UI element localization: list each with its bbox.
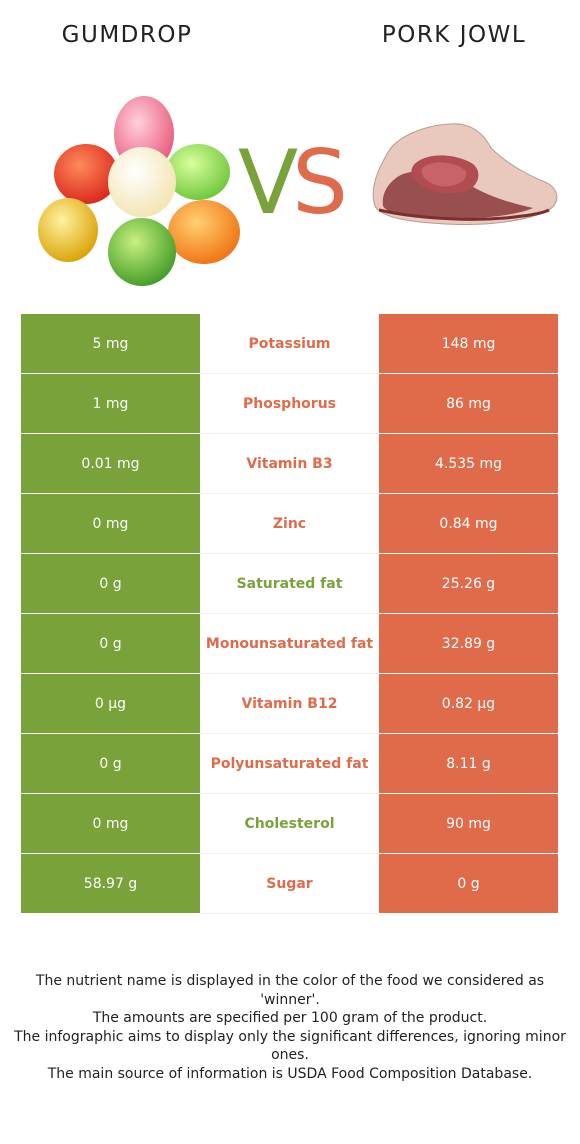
table-row: 5 mg Potassium 148 mg: [21, 314, 558, 374]
food-left-title: GUMDROP: [61, 22, 193, 48]
footer-line-2: The amounts are specified per 100 gram o…: [92, 1010, 488, 1026]
table-row: 58.97 g Sugar 0 g: [21, 854, 558, 914]
pork-jowl-image: [372, 123, 558, 225]
table-row: 0 mg Cholesterol 90 mg: [21, 794, 558, 854]
vs-label: VS: [225, 128, 355, 238]
right-food-value: 0 g: [379, 854, 558, 913]
right-food-value: 32.89 g: [379, 614, 558, 673]
nutrient-name: Cholesterol: [200, 794, 379, 853]
row-divider: [200, 733, 379, 734]
nutrient-name: Potassium: [200, 314, 379, 373]
gumdrop-image: [38, 96, 240, 286]
table-row: 1 mg Phosphorus 86 mg: [21, 374, 558, 434]
table-row: 0 µg Vitamin B12 0.82 µg: [21, 674, 558, 734]
nutrient-name: Saturated fat: [200, 554, 379, 613]
left-food-value: 1 mg: [21, 374, 200, 433]
vs-s: S: [292, 131, 348, 234]
table-row: 0 mg Zinc 0.84 mg: [21, 494, 558, 554]
row-divider: [200, 853, 379, 854]
footer-line-1: The nutrient name is displayed in the co…: [35, 973, 545, 1008]
right-food-value: 25.26 g: [379, 554, 558, 613]
footer-notes: The nutrient name is displayed in the co…: [10, 972, 570, 1083]
left-food-value: 0 µg: [21, 674, 200, 733]
left-food-value: 0 g: [21, 554, 200, 613]
right-food-value: 4.535 mg: [379, 434, 558, 493]
comparison-table: 5 mg Potassium 148 mg 1 mg Phosphorus 86 mg 0.…: [21, 314, 558, 914]
nutrient-name: Sugar: [200, 854, 379, 913]
left-food-value: 0.01 mg: [21, 434, 200, 493]
table-row: 0 g Monounsaturated fat 32.89 g: [21, 614, 558, 674]
right-food-value: 0.82 µg: [379, 674, 558, 733]
row-divider: [200, 553, 379, 554]
nutrient-name: Polyunsaturated fat: [200, 734, 379, 793]
right-food-value: 0.84 mg: [379, 494, 558, 553]
row-divider: [200, 673, 379, 674]
footer-line-4: The main source of information is USDA F…: [47, 1065, 533, 1082]
footer-line-3: The infographic aims to display only the…: [14, 1028, 566, 1064]
left-food-value: 0 g: [21, 734, 200, 793]
vs-v: V: [237, 131, 298, 234]
right-food-value: 8.11 g: [379, 734, 558, 793]
nutrient-name: Vitamin B3: [200, 434, 379, 493]
row-divider: [200, 793, 379, 794]
left-food-value: 0 g: [21, 614, 200, 673]
table-row: 0.01 mg Vitamin B3 4.535 mg: [21, 434, 558, 494]
left-food-value: 0 mg: [21, 794, 200, 853]
nutrient-name: Monounsaturated fat: [200, 614, 379, 673]
right-food-value: 148 mg: [379, 314, 558, 373]
row-divider: [200, 433, 379, 434]
table-row: 0 g Polyunsaturated fat 8.11 g: [21, 734, 558, 794]
row-divider: [200, 373, 379, 374]
left-food-value: 0 mg: [21, 494, 200, 553]
left-food-value: 58.97 g: [21, 854, 200, 913]
food-right-title: PORK JOWL: [381, 22, 527, 48]
left-food-value: 5 mg: [21, 314, 200, 373]
nutrient-name: Phosphorus: [200, 374, 379, 433]
nutrient-name: Zinc: [200, 494, 379, 553]
row-divider: [200, 613, 379, 614]
table-row: 0 g Saturated fat 25.26 g: [21, 554, 558, 614]
row-divider: [200, 493, 379, 494]
nutrient-name: Vitamin B12: [200, 674, 379, 733]
row-divider: [200, 913, 379, 914]
right-food-value: 90 mg: [379, 794, 558, 853]
right-food-value: 86 mg: [379, 374, 558, 433]
